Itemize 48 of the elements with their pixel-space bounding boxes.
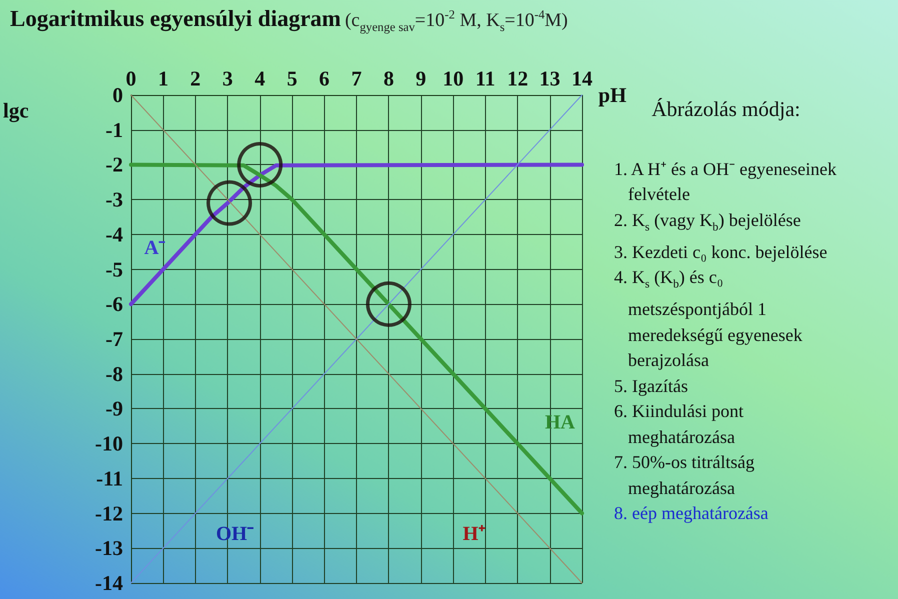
text: 5. Igazítás [613, 374, 689, 398]
x-tick-label: 6 [319, 66, 330, 90]
x-tick-label: 7 [351, 66, 362, 90]
x-axis-title: pH [598, 83, 626, 107]
x-tick-label: 4 [254, 66, 266, 90]
text: Ábrázolás módja: [652, 97, 800, 121]
x-tick-label: 10 [442, 66, 464, 90]
series-label: H⁺ [462, 523, 486, 545]
y-tick-label: -12 [95, 501, 123, 526]
x-tick-label: 14 [572, 66, 593, 90]
line-series [129, 162, 584, 516]
text: 2. K$_{s}$ (vagy K$_{b}$) bejelölése [613, 208, 802, 236]
text: 7. 50%-os titráltság meghatározása [613, 451, 756, 500]
chart-title: Logaritmikus egyensúlyi diagram [10, 6, 341, 31]
y-axis-title: lgc [3, 98, 29, 122]
x-tick-label: 12 [507, 66, 528, 90]
text: 4. K$_{s}$ (K$_{b}$) és c₀ metszéspontjából 1 meredekségű egyenesek berajzolása [613, 266, 804, 372]
y-tick-label: -6 [106, 292, 123, 316]
y-tick-label: -11 [96, 466, 123, 490]
point [206, 180, 252, 226]
y-tick-label: -5 [106, 257, 123, 282]
y-tick-label: -4 [106, 222, 124, 246]
y-tick-label: -2 [106, 152, 123, 177]
x-tick-label: 13 [539, 66, 560, 90]
point [237, 142, 283, 188]
y-tick-label: -1 [106, 118, 123, 142]
line-series [129, 162, 584, 306]
text: 8. eép meghatározása [613, 502, 770, 526]
text: 1. A H⁺ és a OH⁻ egyeneseinek felvétele [613, 158, 838, 206]
y-tick-label: -9 [106, 396, 123, 421]
x-tick-label: 3 [222, 66, 233, 90]
y-tick-label: -13 [95, 536, 123, 560]
y-tick-label: -7 [106, 327, 123, 351]
text: (c$_{gyenge sav}$=10$^{-2}$ M, K$_{s}$=10$^{-4}$M) [344, 8, 568, 34]
y-tick-label: -14 [95, 571, 124, 595]
y-tick-label: -3 [106, 188, 123, 212]
y-tick-label: -10 [95, 432, 123, 456]
x-tick-label: 9 [416, 66, 426, 90]
y-tick-label: 0 [112, 83, 123, 107]
point [366, 281, 412, 327]
text: 6. Kiindulási pont meghatározása [613, 400, 744, 449]
x-tick-label: 2 [190, 66, 201, 90]
x-tick-label: 1 [158, 66, 168, 90]
x-tick-label: 5 [286, 66, 298, 90]
y-tick-label: -8 [106, 362, 123, 386]
x-tick-label: 11 [475, 66, 496, 90]
x-tick-label: 8 [383, 66, 394, 90]
text: 3. Kezdeti c₀ konc. bejelölése [613, 240, 828, 264]
